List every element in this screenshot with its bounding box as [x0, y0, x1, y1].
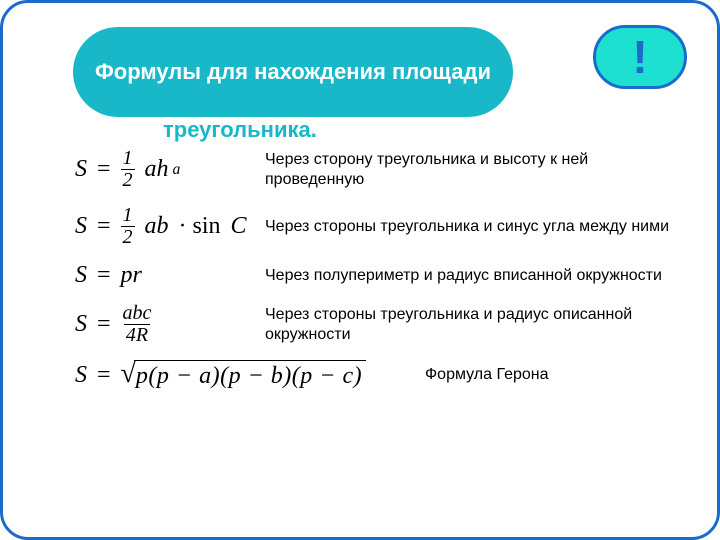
formula-expr: S = abc4R [75, 303, 265, 346]
formula-expr: S = √p(p − a)(p − b)(p − c) [75, 360, 425, 390]
title-text: Формулы для нахождения площади [95, 58, 491, 86]
title-badge: Формулы для нахождения площади [73, 27, 513, 117]
formula-row: S = √p(p − a)(p − b)(p − c) Формула Геро… [75, 360, 677, 390]
formula-list: S = 12 aha Через сторону треугольника и … [75, 148, 677, 404]
formula-desc: Через стороны треугольника и радиус опис… [265, 305, 677, 345]
title-overflow-text: треугольника. [163, 117, 317, 143]
formula-row: S = 12 ab · sin C Через стороны треуголь… [75, 205, 677, 248]
formula-row: S = 12 aha Через сторону треугольника и … [75, 148, 677, 191]
formula-row: S = pr Через полупериметр и радиус вписа… [75, 262, 677, 289]
formula-desc: Через сторону треугольника и высоту к не… [265, 150, 677, 190]
formula-expr: S = 12 aha [75, 148, 265, 191]
formula-desc: Через стороны треугольника и синус угла … [265, 217, 669, 237]
formula-desc: Формула Герона [425, 365, 549, 385]
formula-expr: S = 12 ab · sin C [75, 205, 265, 248]
formula-desc: Через полупериметр и радиус вписанной ок… [265, 266, 662, 286]
exclamation-badge: ! [593, 25, 687, 89]
formula-row: S = abc4R Через стороны треугольника и р… [75, 303, 677, 346]
formula-expr: S = pr [75, 262, 265, 289]
